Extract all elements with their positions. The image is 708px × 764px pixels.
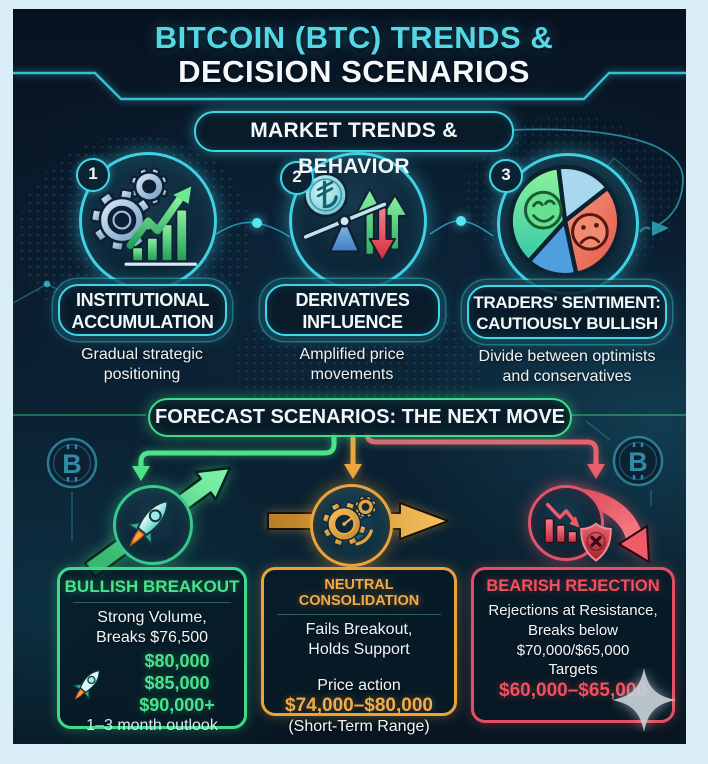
desc-line2: and conservatives: [502, 367, 632, 385]
small-gear-icon: [129, 166, 169, 207]
label-line1: INSTITUTIONAL: [75, 290, 210, 310]
title-bracket-line: [13, 71, 686, 101]
small-right-arrowhead: [652, 221, 669, 236]
step-badge-1: 1: [76, 158, 110, 192]
desc-derivatives: Amplified price movements: [252, 345, 452, 384]
rocket-icon: [71, 669, 100, 700]
bullish-targets-row: $80,000 $85,000 $90,000+: [60, 651, 244, 717]
bullish-targets: $80,000 $85,000 $90,000+: [110, 651, 244, 717]
svg-text:B: B: [62, 449, 82, 479]
growth-arrow: [126, 186, 192, 249]
desc-line1: Gradual strategic: [81, 346, 203, 363]
step-badge-2: 2: [280, 161, 314, 195]
neutral-range: $74,000–$80,000: [285, 695, 433, 717]
down-arrow-red: [368, 206, 396, 263]
sparkle-icon: [612, 668, 676, 732]
gears-growth-chart-icon: [89, 166, 197, 266]
smiley-face-icon: [523, 190, 563, 230]
bitcoin-coin-icon-left: B: [45, 436, 99, 490]
market-trends-banner: MARKET TRENDS & BEHAVIOR: [194, 111, 514, 178]
gear-icon: [321, 495, 377, 547]
desc-line2: positioning: [103, 365, 181, 383]
target-2: $85,000: [144, 672, 210, 693]
growth-bars: [131, 208, 188, 262]
forecast-scenarios-banner: FORECAST SCENARIOS: THE NEXT MOVE: [148, 398, 572, 437]
step-badge-3: 3: [489, 159, 523, 193]
bullish-panel: BULLISH BREAKOUT Strong Volume, Breaks $…: [57, 567, 247, 734]
rocket-icon: [124, 499, 169, 548]
target-1: $80,000: [144, 650, 210, 671]
bullish-title: BULLISH BREAKOUT: [64, 577, 240, 596]
label-traders-sentiment: TRADERS' SENTIMENT: CAUTIOUSLY BULLISH: [467, 285, 667, 339]
desc-sentiment: Divide between optimists and conservativ…: [455, 347, 679, 386]
page-title-line1: BITCOIN (BTC) TRENDS &: [154, 20, 554, 55]
label-institutional-accumulation: INSTITUTIONAL ACCUMULATION: [58, 284, 227, 336]
right-curve-connector: [510, 128, 684, 236]
sentiment-pie-faces-icon: [508, 164, 622, 278]
divider: [72, 602, 232, 603]
desc-institutional: Gradual strategic positioning: [42, 345, 242, 384]
sad-face-icon: [571, 212, 609, 251]
bearish-body-line3: $70,000/$65,000: [516, 641, 630, 659]
svg-text:B: B: [628, 447, 648, 477]
neutral-panel: NEUTRAL CONSOLIDATION Fails Breakout, Ho…: [261, 567, 457, 735]
neutral-body-line1: Fails Breakout,: [305, 621, 413, 638]
bearish-body-line1: Rejections at Resistance,: [488, 602, 658, 619]
label-line2: ACCUMULATION: [71, 311, 214, 332]
small-gear-icon: [354, 495, 377, 518]
coin-seesaw-arrows-icon: [301, 172, 409, 263]
neutral-footer: (Short-Term Range): [288, 718, 430, 736]
bullish-body-line1: Strong Volume,: [97, 609, 207, 626]
desc-line1: Divide between optimists: [478, 348, 656, 365]
seesaw: [301, 200, 389, 253]
declining-chart-icon: [544, 502, 580, 544]
bullish-body-line2: Breaks $76,500: [95, 628, 209, 646]
shield-x-icon: [576, 521, 616, 565]
orange-branch-arrow: [344, 433, 362, 479]
desc-line2: movements: [310, 365, 394, 383]
neutral-body-line2: Holds Support: [308, 640, 410, 658]
green-branch-arrow: [132, 433, 337, 481]
bearish-title: BEARISH REJECTION: [486, 577, 660, 595]
red-branch-arrow: [364, 432, 605, 479]
label-line1: TRADERS' SENTIMENT:: [473, 293, 661, 312]
neutral-node: [310, 484, 393, 567]
bearish-body-line4: Targets: [548, 661, 598, 679]
lira-coin-icon: [303, 172, 348, 218]
label-line2: CAUTIOUSLY BULLISH: [476, 314, 658, 334]
neutral-body-line3: Price action: [317, 676, 401, 694]
bullish-node: [113, 485, 193, 565]
divider: [277, 614, 441, 615]
label-line1: DERIVATIVES: [295, 290, 410, 310]
up-arrow-short: [381, 193, 409, 251]
up-arrow-tall: [356, 187, 409, 263]
bearish-body-line2: Breaks below: [527, 621, 619, 639]
bearish-range: $60,000–$65,000: [499, 680, 647, 702]
page-title-line2: DECISION SCENARIOS: [178, 54, 530, 89]
neutral-title: NEUTRAL CONSOLIDATION: [298, 577, 420, 609]
bitcoin-coin-icon-right: B: [611, 434, 665, 488]
big-gear-icon: [89, 188, 154, 253]
label-derivatives-influence: DERIVATIVES INFLUENCE: [265, 284, 440, 336]
label-line2: INFLUENCE: [302, 311, 403, 332]
target-3: $90,000+: [139, 694, 215, 715]
derivatives-node: [289, 152, 427, 290]
desc-line1: Amplified price: [299, 346, 405, 363]
bullish-footer: 1–3 month outlook: [86, 716, 218, 734]
